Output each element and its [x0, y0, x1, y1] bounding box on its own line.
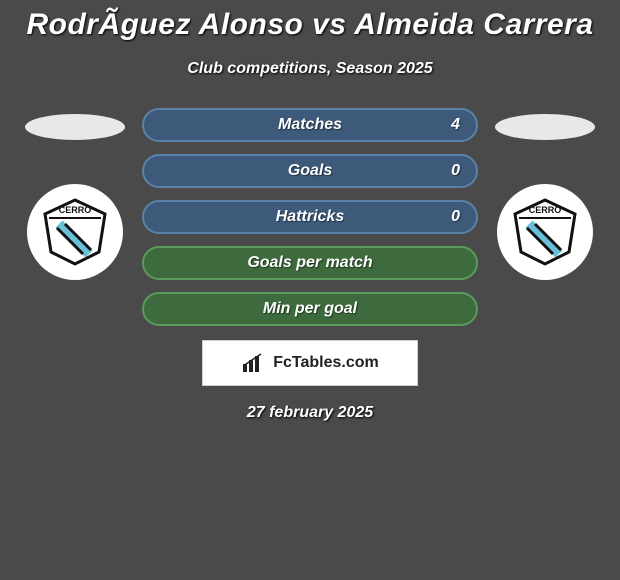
branding-text: FcTables.com [273, 354, 379, 372]
stat-value-right: 0 [451, 208, 460, 226]
stat-row-goals: Goals 0 [142, 154, 478, 188]
svg-text:CERRO: CERRO [59, 205, 92, 215]
page-subtitle: Club competitions, Season 2025 [0, 60, 620, 78]
svg-text:CERRO: CERRO [529, 205, 562, 215]
right-player-column: CERRO [490, 108, 600, 280]
right-club-badge: CERRO [497, 184, 593, 280]
stat-row-min-per-goal: Min per goal [142, 292, 478, 326]
stat-row-goals-per-match: Goals per match [142, 246, 478, 280]
stats-column: Matches 4 Goals 0 Hattricks 0 Goals per … [142, 108, 478, 326]
cerro-badge-icon: CERRO [509, 196, 581, 268]
left-player-column: CERRO [20, 108, 130, 280]
stat-value-right: 0 [451, 162, 460, 180]
cerro-badge-icon: CERRO [39, 196, 111, 268]
chart-icon [241, 352, 267, 374]
stat-label: Goals per match [247, 254, 372, 272]
stat-row-hattricks: Hattricks 0 [142, 200, 478, 234]
branding-box[interactable]: FcTables.com [202, 340, 418, 386]
right-player-photo-placeholder [495, 114, 595, 140]
left-club-badge: CERRO [27, 184, 123, 280]
stat-label: Matches [278, 116, 342, 134]
stat-value-right: 4 [451, 116, 460, 134]
stat-label: Min per goal [263, 300, 357, 318]
page-title: RodrÃ­guez Alonso vs Almeida Carrera [0, 8, 620, 42]
stat-row-matches: Matches 4 [142, 108, 478, 142]
comparison-widget: RodrÃ­guez Alonso vs Almeida Carrera Clu… [0, 0, 620, 580]
date-line: 27 february 2025 [0, 404, 620, 422]
content-row: CERRO Matches 4 Goals 0 Hattricks 0 [0, 108, 620, 326]
stat-label: Hattricks [276, 208, 344, 226]
stat-label: Goals [288, 162, 332, 180]
left-player-photo-placeholder [25, 114, 125, 140]
